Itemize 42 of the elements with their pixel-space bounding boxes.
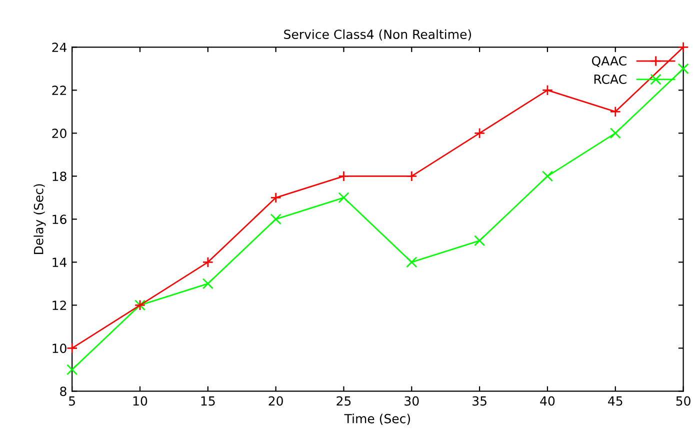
y-tick-label: 18: [52, 172, 66, 182]
point: [474, 235, 486, 246]
x-tick-label: 15: [201, 396, 215, 406]
point: [270, 192, 282, 204]
legend-label: RCAC: [594, 74, 626, 84]
y-axis-title: Delay (Sec): [34, 184, 46, 254]
point: [406, 256, 418, 268]
point: [542, 84, 554, 96]
point: [202, 278, 214, 290]
x-tick-label: 35: [472, 396, 486, 406]
y-tick-label: 16: [52, 214, 66, 224]
x-tick-label: 20: [268, 396, 283, 406]
chart-title: Service Class4 (Non Realtime): [284, 29, 472, 40]
point: [202, 256, 214, 268]
point: [66, 342, 78, 354]
point: [338, 192, 350, 204]
y-tick-label: 8: [60, 386, 66, 396]
x-tick-label: 5: [69, 396, 75, 406]
x-tick-label: 30: [404, 396, 419, 406]
point: [610, 128, 621, 139]
y-tick-label: 10: [52, 344, 66, 354]
x-tick-label: 10: [133, 396, 148, 406]
point: [406, 170, 418, 182]
point: [474, 128, 486, 139]
point: [270, 214, 282, 225]
x-axis-title: Time (Sec): [344, 414, 410, 425]
y-tick-label: 14: [52, 258, 67, 267]
x-tick-label: 40: [540, 396, 555, 406]
legend-label: QAAC: [592, 56, 626, 68]
point: [338, 170, 350, 182]
point: [542, 170, 554, 182]
point: [678, 63, 689, 74]
y-tick-label: 22: [52, 86, 66, 95]
x-tick-label: 25: [336, 396, 351, 406]
y-tick-label: 24: [52, 42, 67, 52]
x-tick-label: 45: [608, 396, 622, 406]
point: [66, 364, 78, 376]
y-tick-label: 20: [52, 128, 66, 138]
y-tick-label: 12: [52, 300, 66, 310]
point: [678, 42, 689, 53]
point: [610, 106, 621, 118]
x-tick-label: 50: [676, 396, 690, 406]
